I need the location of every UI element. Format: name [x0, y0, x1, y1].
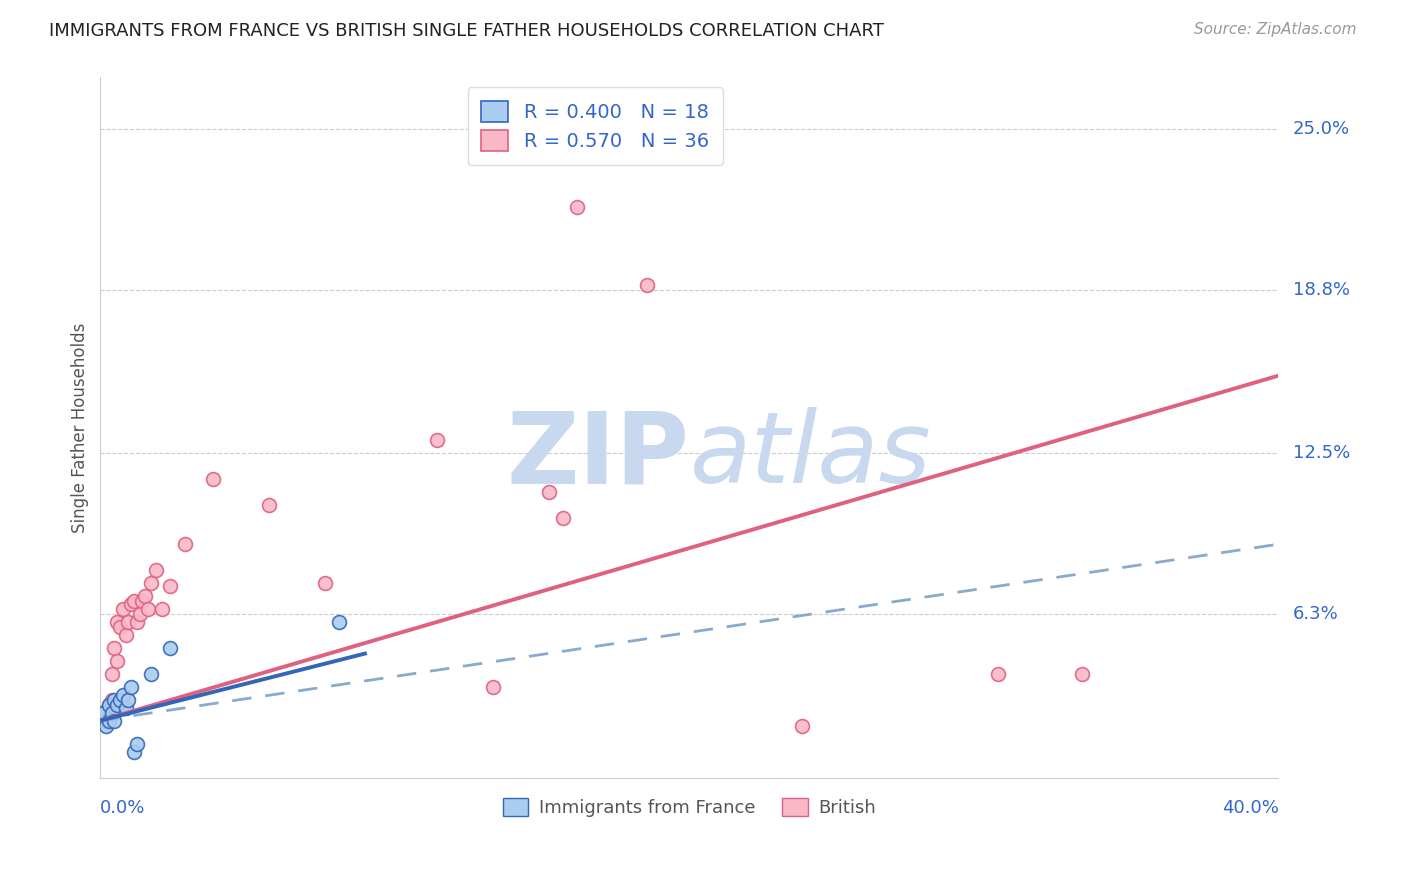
Text: 12.5%: 12.5% [1292, 444, 1350, 462]
Point [136, 602, 159, 616]
Point [482, 680, 505, 694]
Text: 25.0%: 25.0% [1292, 120, 1350, 138]
Legend: Immigrants from France, British: Immigrants from France, British [495, 790, 883, 824]
Point [636, 277, 658, 292]
Point [108, 692, 131, 706]
Text: atlas: atlas [689, 407, 931, 504]
Point [105, 654, 128, 668]
Point [134, 589, 156, 603]
Text: ZIP: ZIP [506, 407, 689, 504]
Point [103, 640, 125, 655]
Text: IMMIGRANTS FROM FRANCE VS BRITISH SINGLE FATHER HOUSEHOLDS CORRELATION CHART: IMMIGRANTS FROM FRANCE VS BRITISH SINGLE… [49, 22, 884, 40]
Point [100, 666, 122, 681]
Point [426, 434, 449, 448]
Point [553, 511, 575, 525]
Point [120, 597, 142, 611]
Text: Source: ZipAtlas.com: Source: ZipAtlas.com [1194, 22, 1357, 37]
Point [314, 576, 336, 591]
Point [114, 628, 136, 642]
Point [94, 714, 117, 728]
Point [91, 706, 114, 720]
Point [103, 714, 125, 728]
Y-axis label: Single Father Households: Single Father Households [72, 322, 89, 533]
Point [128, 607, 150, 622]
Point [114, 700, 136, 714]
Point [100, 692, 122, 706]
Point [538, 485, 561, 500]
Point [150, 602, 173, 616]
Point [131, 594, 153, 608]
Point [328, 615, 350, 629]
Point [91, 706, 114, 720]
Text: 18.8%: 18.8% [1292, 281, 1350, 299]
Point [111, 602, 134, 616]
Point [125, 737, 148, 751]
Point [139, 576, 162, 591]
Point [105, 698, 128, 712]
Point [567, 200, 589, 214]
Point [790, 719, 813, 733]
Point [1071, 666, 1094, 681]
Point [97, 698, 120, 712]
Point [94, 719, 117, 733]
Point [173, 537, 195, 551]
Point [159, 640, 181, 655]
Point [139, 666, 162, 681]
Point [201, 472, 224, 486]
Point [145, 563, 167, 577]
Point [257, 498, 280, 512]
Point [97, 698, 120, 712]
Point [120, 680, 142, 694]
Text: 0.0%: 0.0% [100, 798, 146, 816]
Point [122, 594, 145, 608]
Point [987, 666, 1010, 681]
Point [117, 615, 139, 629]
Point [97, 714, 120, 728]
Text: 40.0%: 40.0% [1222, 798, 1278, 816]
Point [117, 692, 139, 706]
Point [108, 620, 131, 634]
Point [159, 579, 181, 593]
Point [125, 615, 148, 629]
Point [111, 688, 134, 702]
Text: 6.3%: 6.3% [1292, 605, 1339, 624]
Point [103, 692, 125, 706]
Point [122, 745, 145, 759]
Point [105, 615, 128, 629]
Point [100, 706, 122, 720]
